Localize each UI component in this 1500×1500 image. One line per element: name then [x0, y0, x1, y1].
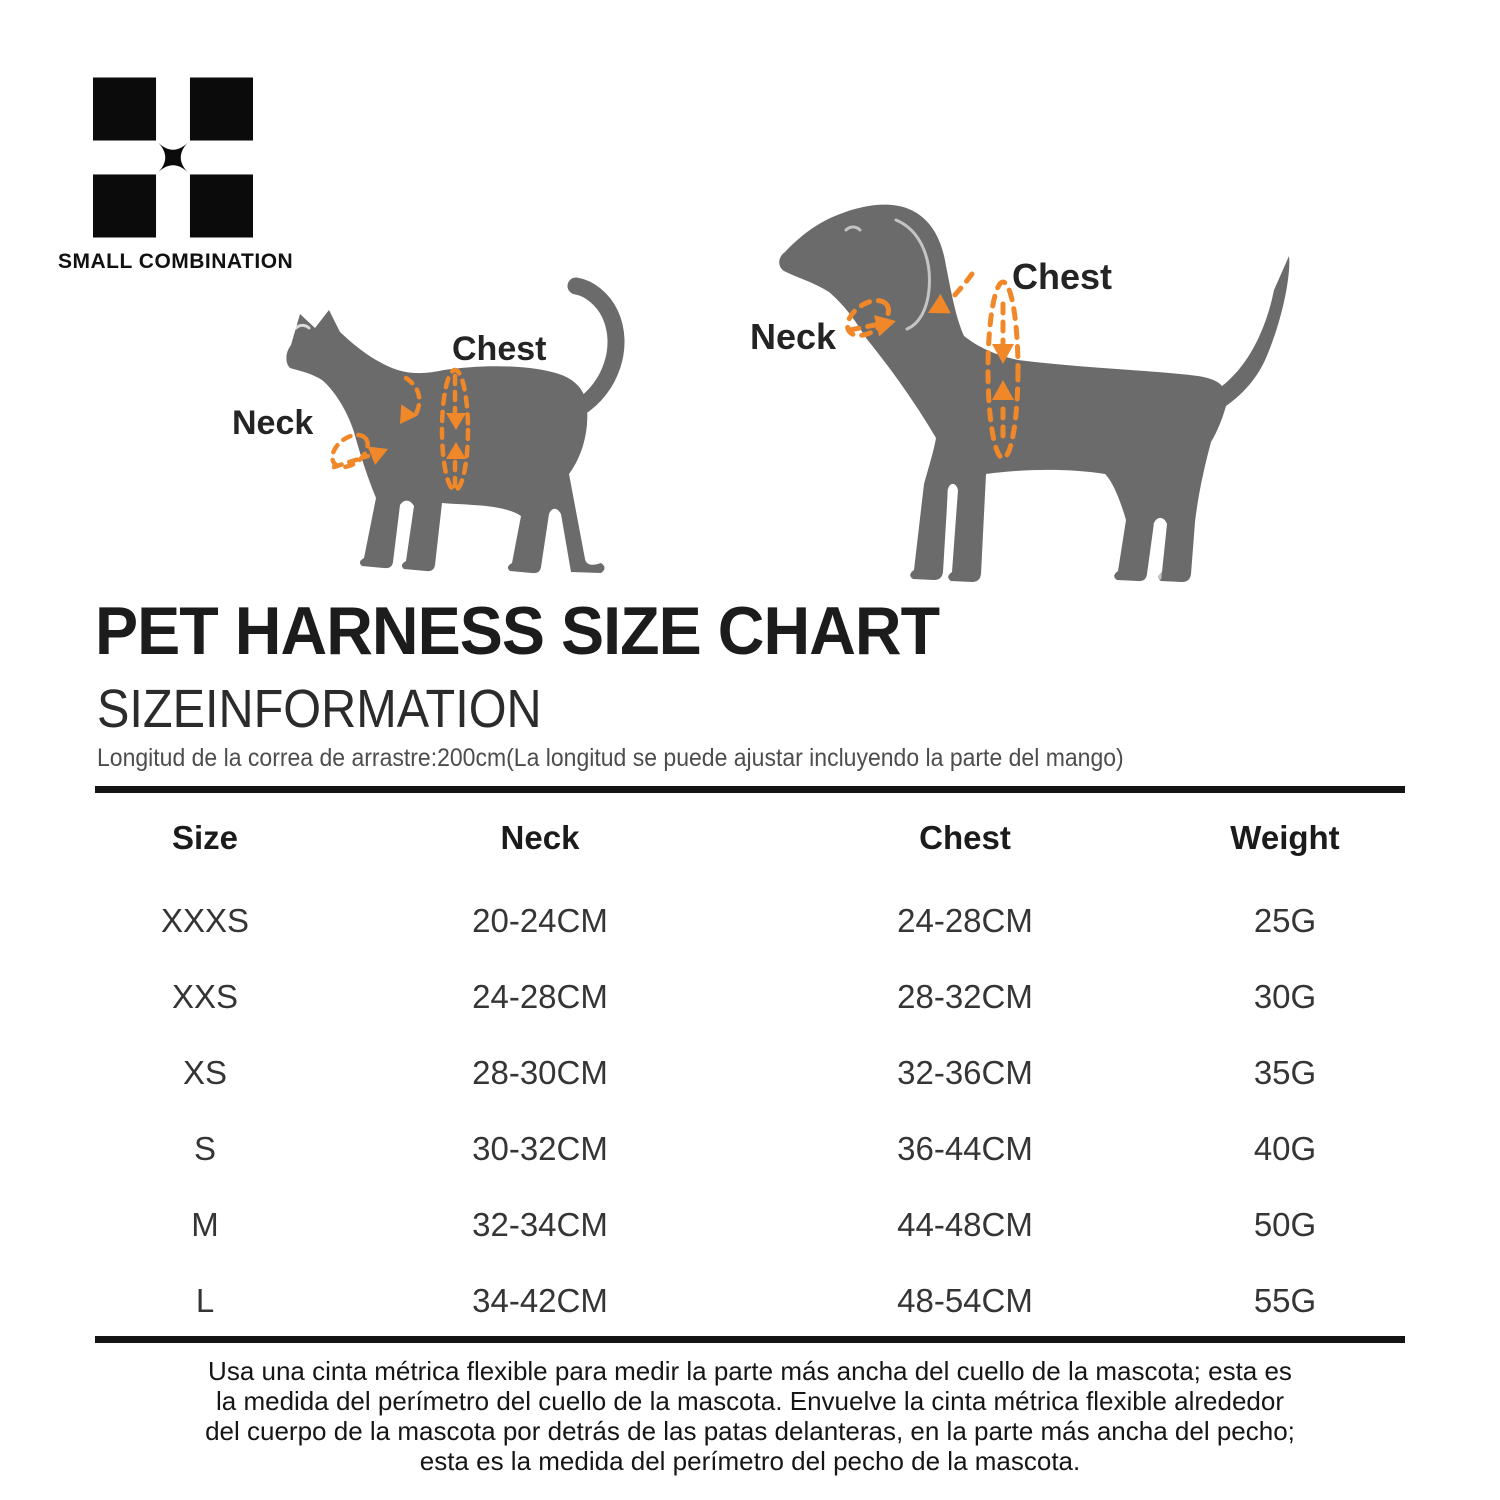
cat-chest-up-arrowhead — [446, 442, 466, 459]
cell-weight: 35G — [1253, 1054, 1317, 1091]
cell-size: XXXS — [160, 902, 250, 939]
table-row: XS 28-30CM 32-36CM 35G — [95, 1035, 1405, 1111]
dog-front-leg-line — [945, 488, 951, 576]
table-bottom-rule — [95, 1336, 1405, 1343]
cat-neck-arrow-shaft — [331, 453, 371, 470]
instruction-line: la medida del perímetro del cuello de la… — [215, 1386, 1284, 1416]
table-row: L 34-42CM 48-54CM 55G — [95, 1263, 1405, 1339]
dog-shoulder-arrowhead — [928, 293, 951, 314]
cat-neck-arrowhead — [367, 446, 388, 466]
cell-weight: 25G — [1253, 902, 1317, 939]
dog-chest-up-arrowhead — [992, 380, 1014, 400]
cell-neck: 34-42CM — [472, 1282, 608, 1319]
brand-name: SMALL COMBINATION — [58, 250, 294, 273]
measuring-instructions: Usa una cinta métrica flexible para medi… — [0, 1356, 1500, 1476]
cell-size: XXS — [171, 978, 239, 1015]
cell-neck: 28-30CM — [472, 1054, 608, 1091]
cell-size: S — [193, 1130, 216, 1167]
dog-neck-arrowhead — [873, 315, 896, 337]
table-row: XXXS 20-24CM 24-28CM 25G — [95, 883, 1405, 959]
cat-neck-label: Neck — [232, 404, 314, 442]
size-table: Size Neck Chest Weight XXXS 20-24CM 24-2… — [95, 793, 1405, 1339]
cell-neck: 24-28CM — [472, 978, 608, 1015]
dog-hind-leg-line — [1153, 522, 1162, 580]
cell-weight: 50G — [1253, 1206, 1317, 1243]
dog-silhouette-icon — [779, 204, 1290, 583]
dog-shoulder-arc — [947, 271, 975, 303]
cell-chest: 32-36CM — [897, 1054, 1033, 1091]
cell-chest: 28-32CM — [897, 978, 1033, 1015]
instruction-line: del cuerpo de la mascota por detrás de l… — [205, 1416, 1295, 1446]
cell-size: M — [191, 1206, 219, 1243]
dog-neck-arrow-shaft — [847, 322, 878, 333]
dog-diagram — [700, 178, 1300, 598]
cell-weight: 55G — [1253, 1282, 1317, 1319]
table-row: S 30-32CM 36-44CM 40G — [95, 1111, 1405, 1187]
cat-eye-icon — [294, 323, 311, 330]
column-header-chest: Chest — [919, 819, 1011, 856]
table-header-row: Size Neck Chest Weight — [95, 793, 1405, 883]
cat-chest-measure-ellipse — [439, 367, 471, 493]
cell-chest: 44-48CM — [897, 1206, 1033, 1243]
page-title: PET HARNESS SIZE CHART — [95, 593, 940, 669]
dog-eye-icon — [844, 225, 862, 232]
dog-ear-line — [894, 218, 931, 331]
cell-neck: 30-32CM — [472, 1130, 608, 1167]
page-subtitle: SIZEINFORMATION — [97, 679, 542, 739]
cell-chest: 24-28CM — [897, 902, 1033, 939]
cat-chest-label: Chest — [452, 330, 547, 368]
cat-tail — [567, 277, 625, 417]
cat-shoulder-arrowhead — [400, 404, 418, 424]
cell-size: L — [195, 1282, 215, 1319]
column-header-weight: Weight — [1230, 819, 1340, 856]
table-top-rule — [95, 786, 1405, 793]
cell-neck: 32-34CM — [472, 1206, 608, 1243]
leash-length-note: Longitud de la correa de arrastre:200cm(… — [97, 744, 1124, 772]
cat-shoulder-arc — [403, 375, 422, 417]
instruction-line: Usa una cinta métrica flexible para medi… — [208, 1356, 1292, 1386]
cat-chest-down-arrowhead — [446, 413, 466, 430]
cell-neck: 20-24CM — [472, 902, 608, 939]
dog-chest-label: Chest — [1012, 256, 1113, 297]
table-row: XXS 24-28CM 28-32CM 30G — [95, 959, 1405, 1035]
cell-size: XS — [182, 1054, 228, 1091]
dog-neck-label: Neck — [750, 316, 837, 357]
brand-logo-icon — [93, 77, 253, 238]
cell-weight: 30G — [1253, 978, 1317, 1015]
column-header-size: Size — [171, 819, 239, 856]
cell-weight: 40G — [1253, 1130, 1317, 1167]
column-header-neck: Neck — [500, 819, 580, 856]
cat-diagram — [230, 268, 650, 583]
cell-chest: 36-44CM — [897, 1130, 1033, 1167]
instruction-line: esta es la medida del perímetro del pech… — [419, 1446, 1081, 1476]
table-row: M 32-34CM 44-48CM 50G — [95, 1187, 1405, 1263]
dog-chest-down-arrowhead — [992, 344, 1014, 364]
cell-chest: 48-54CM — [897, 1282, 1033, 1319]
cat-silhouette-icon — [286, 277, 625, 574]
dog-chest-measure-ellipse — [985, 279, 1021, 461]
